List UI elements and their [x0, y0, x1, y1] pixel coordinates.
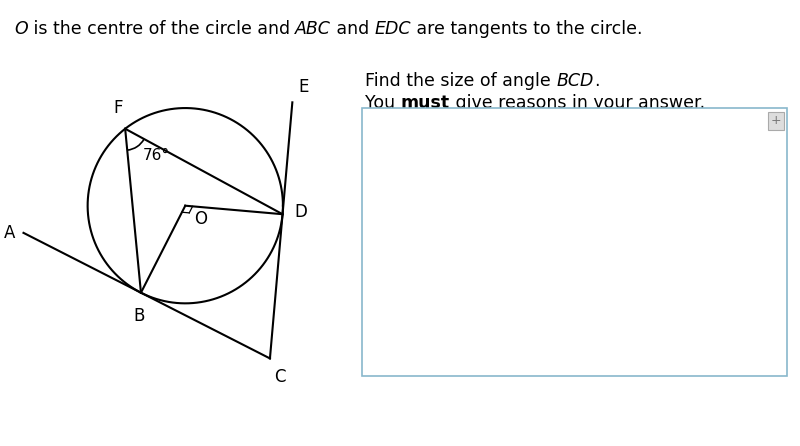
Text: A: A [4, 224, 16, 242]
Text: O: O [194, 210, 207, 227]
Text: and: and [331, 20, 375, 38]
Text: E: E [298, 78, 309, 96]
Text: C: C [274, 368, 286, 386]
Text: EDC: EDC [375, 20, 411, 38]
Text: 76°: 76° [143, 148, 170, 163]
Text: give reasons in your answer.: give reasons in your answer. [450, 94, 705, 112]
Text: .: . [594, 72, 599, 90]
Text: +: + [770, 114, 781, 127]
Text: is the centre of the circle and: is the centre of the circle and [28, 20, 295, 38]
Text: You: You [365, 94, 401, 112]
Text: O: O [14, 20, 28, 38]
Text: B: B [134, 307, 145, 325]
Text: BCD: BCD [556, 72, 594, 90]
Text: ABC: ABC [295, 20, 331, 38]
Text: Find the size of angle: Find the size of angle [365, 72, 556, 90]
Text: are tangents to the circle.: are tangents to the circle. [411, 20, 643, 38]
Bar [362, 108, 787, 376]
Text: F: F [114, 99, 123, 117]
Text: must: must [401, 94, 450, 112]
Text: D: D [294, 203, 307, 221]
